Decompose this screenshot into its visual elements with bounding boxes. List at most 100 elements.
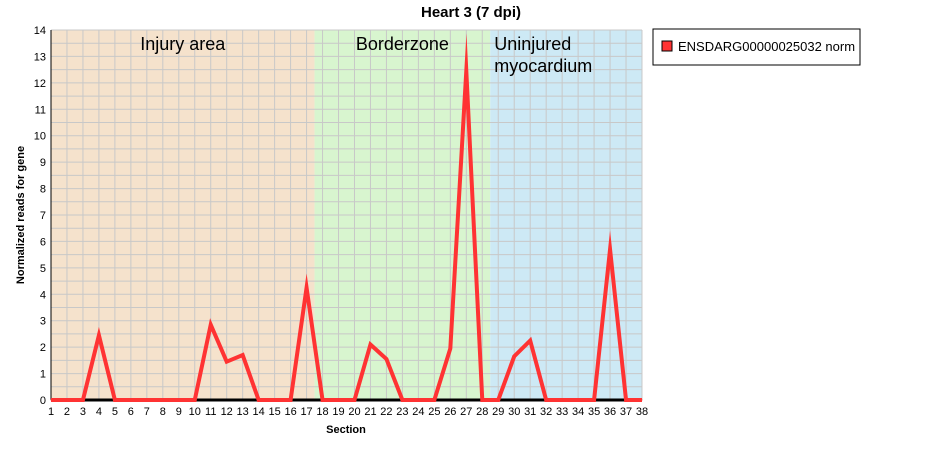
x-tick-label: 33	[556, 406, 568, 418]
data-point	[529, 340, 531, 342]
y-tick-label: 6	[40, 236, 46, 248]
legend-box	[652, 28, 861, 66]
data-point	[66, 399, 68, 401]
chart-title: Heart 3 (7 dpi)	[421, 4, 521, 21]
x-tick-label: 9	[176, 406, 182, 418]
data-point	[290, 399, 292, 401]
data-point	[114, 399, 116, 401]
data-point	[353, 399, 355, 401]
y-axis-label: Normalized reads for gene	[15, 146, 27, 284]
x-tick-label: 27	[460, 406, 472, 418]
x-tick-label: 3	[80, 406, 86, 418]
data-point	[82, 399, 84, 401]
data-point	[593, 399, 595, 401]
x-tick-label: 25	[428, 406, 440, 418]
x-tick-label: 35	[588, 406, 600, 418]
data-point	[162, 399, 164, 401]
x-tick-label: 7	[144, 406, 150, 418]
data-point	[625, 399, 627, 401]
data-point	[210, 324, 212, 326]
x-tick-label: 14	[253, 406, 265, 418]
data-point	[226, 361, 228, 363]
y-tick-label: 12	[34, 78, 46, 90]
region-labels: Injury area Borderzone Uninjured myocardium	[140, 34, 592, 76]
x-tick-label: 12	[221, 406, 233, 418]
data-point	[417, 399, 419, 401]
data-point	[433, 399, 435, 401]
y-tick-label: 0	[40, 395, 46, 407]
x-tick-label: 2	[64, 406, 70, 418]
data-point	[306, 287, 308, 289]
legend-swatch	[661, 40, 673, 52]
x-tick-label: 4	[96, 406, 102, 418]
data-point	[242, 354, 244, 356]
data-point	[545, 399, 547, 401]
x-tick-label: 8	[160, 406, 166, 418]
series-lines	[50, 33, 643, 402]
y-tick-label: 11	[35, 104, 46, 116]
x-tick-label: 11	[205, 406, 216, 418]
data-point	[481, 399, 483, 401]
legend-label: ENSDARG00000025032 norm	[678, 39, 855, 54]
legend: ENSDARG00000025032 norm	[652, 28, 861, 66]
x-tick-label: 32	[540, 406, 552, 418]
x-tick-label: 5	[112, 406, 118, 418]
region-2-label: Borderzone	[356, 34, 449, 54]
data-point	[385, 358, 387, 360]
data-point	[401, 399, 403, 401]
x-tick-label: 34	[572, 406, 584, 418]
data-point	[258, 399, 260, 401]
data-point	[146, 399, 148, 401]
x-tick-label: 1	[48, 406, 54, 418]
y-tick-label: 5	[40, 263, 46, 275]
data-point	[577, 399, 579, 401]
y-tick-label: 1	[40, 369, 46, 381]
data-point	[449, 347, 451, 349]
data-point	[50, 399, 52, 401]
x-tick-label: 20	[348, 406, 360, 418]
series-line	[51, 33, 642, 402]
data-point	[98, 334, 100, 336]
x-axis-label: Section	[326, 424, 366, 436]
x-tick-label: 23	[396, 406, 408, 418]
grid	[50, 29, 643, 401]
x-tick-label: 29	[492, 406, 504, 418]
x-tick-label: 38	[636, 406, 648, 418]
region-1-label: Injury area	[140, 34, 226, 54]
data-point	[178, 399, 180, 401]
y-tick-label: 7	[40, 210, 46, 222]
data-point	[322, 399, 324, 401]
x-tick-label: 15	[268, 406, 280, 418]
data-point	[609, 248, 611, 250]
x-tick-label: 31	[524, 406, 536, 418]
y-tick-label: 8	[40, 184, 46, 196]
data-point	[274, 399, 276, 401]
x-tick-label: 36	[604, 406, 616, 418]
x-tick-label: 22	[380, 406, 392, 418]
data-point	[130, 399, 132, 401]
y-tick-label: 13	[34, 51, 46, 63]
x-tick-label: 17	[300, 406, 312, 418]
x-tick-label: 21	[364, 406, 376, 418]
data-point	[641, 399, 643, 401]
x-tick-label: 19	[332, 406, 344, 418]
x-tick-label: 37	[620, 406, 632, 418]
y-tick-label: 14	[34, 25, 46, 37]
x-tick-label: 16	[284, 406, 296, 418]
x-tick-label: 28	[476, 406, 488, 418]
data-point	[497, 399, 499, 401]
data-point	[338, 399, 340, 401]
x-tick-label: 24	[412, 406, 424, 418]
y-tick-label: 10	[34, 131, 46, 143]
data-point	[465, 70, 467, 72]
data-point	[369, 344, 371, 345]
data-point	[561, 399, 563, 401]
x-tick-label: 30	[508, 406, 520, 418]
x-tick-label: 6	[128, 406, 134, 418]
y-tick-label: 3	[40, 316, 46, 328]
data-point	[513, 355, 515, 357]
x-tick-label: 18	[316, 406, 328, 418]
x-tick-label: 13	[237, 406, 249, 418]
